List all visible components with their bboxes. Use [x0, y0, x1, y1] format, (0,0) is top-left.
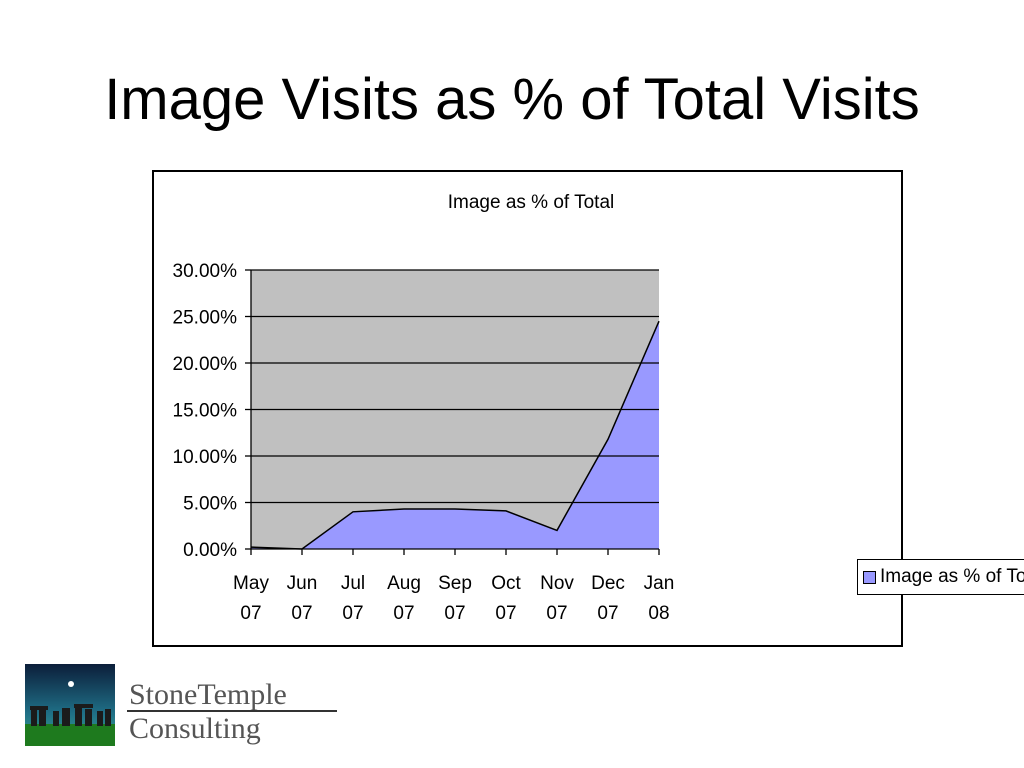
x-tick-label-1: Jun 07 — [287, 573, 318, 624]
x-tick-label-6: Nov 07 — [540, 573, 574, 624]
y-tick-label-0: 0.00% — [183, 540, 237, 561]
area-series-line — [250, 320, 660, 550]
slide-title: Image Visits as % of Total Visits — [104, 67, 920, 132]
y-tick-label-6: 30.00% — [173, 261, 238, 282]
x-tick-label-2: Jul 07 — [341, 573, 365, 624]
logo-stones — [30, 704, 111, 726]
logo-text-line2: Consulting — [129, 712, 261, 745]
logo-rule — [127, 710, 337, 712]
chart-frame: Image as % of Total 0.00% 5.00% 10.00% 15.00… — [152, 170, 1024, 647]
chart-title: Image as % of Total — [448, 192, 615, 213]
y-tick-label-2: 10.00% — [173, 447, 238, 468]
logo-moon — [68, 681, 74, 687]
x-tick-label-5: Oct 07 — [491, 573, 521, 624]
x-tick-label-3: Aug 07 — [387, 573, 421, 624]
y-tick-label-1: 5.00% — [183, 494, 237, 515]
area-series-fill — [251, 321, 659, 549]
chart-legend: Image as % of Total — [857, 559, 1024, 595]
x-tick-label-7: Dec 07 — [591, 573, 625, 624]
area-chart: Image as % of Total 0.00% 5.00% 10.00% 15.00… — [173, 192, 675, 624]
logo-grass — [25, 724, 115, 746]
y-tick-label-5: 25.00% — [173, 308, 238, 329]
stonetemple-logo: StoneTemple Consulting — [25, 664, 337, 746]
x-tick-label-0: May 07 — [233, 573, 269, 624]
logo-text-line1: StoneTemple — [129, 678, 287, 711]
y-tick-label-4: 20.00% — [173, 354, 238, 375]
legend-swatch — [863, 570, 876, 584]
legend-label: Image as % of Total — [880, 566, 1024, 587]
y-tick-label-3: 15.00% — [173, 401, 238, 422]
x-tick-label-8: Jan 08 — [644, 573, 675, 624]
x-tick-label-4: Sep 07 — [438, 573, 472, 624]
